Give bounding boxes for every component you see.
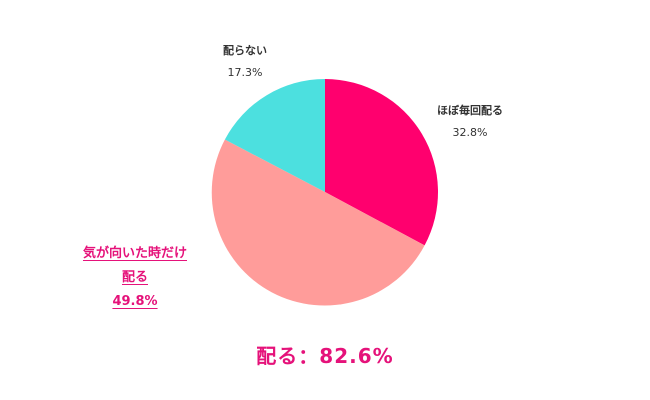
label-almost-every-time-percent: 32.8% (452, 126, 488, 139)
slice-when-inclined (211, 139, 425, 306)
label-when-inclined-percent: 49.8% (112, 294, 158, 309)
label-not-distribute: 配らない 17.3% (205, 40, 285, 84)
label-when-inclined-line2: 配る (121, 270, 148, 285)
label-not-distribute-percent: 17.3% (227, 66, 263, 79)
slice-not-distribute (224, 79, 325, 192)
slice-almost-every-time (325, 79, 439, 246)
label-when-inclined: 気が向いた時だけ 配る 49.8% (60, 242, 210, 314)
summary-total: 配る：82.6% (256, 344, 394, 368)
label-when-inclined-line1: 気が向いた時だけ (82, 246, 187, 261)
label-almost-every-time-name: ほぼ毎回配る (437, 104, 503, 117)
label-not-distribute-name: 配らない (223, 44, 267, 57)
label-almost-every-time: ほぼ毎回配る 32.8% (415, 100, 525, 144)
